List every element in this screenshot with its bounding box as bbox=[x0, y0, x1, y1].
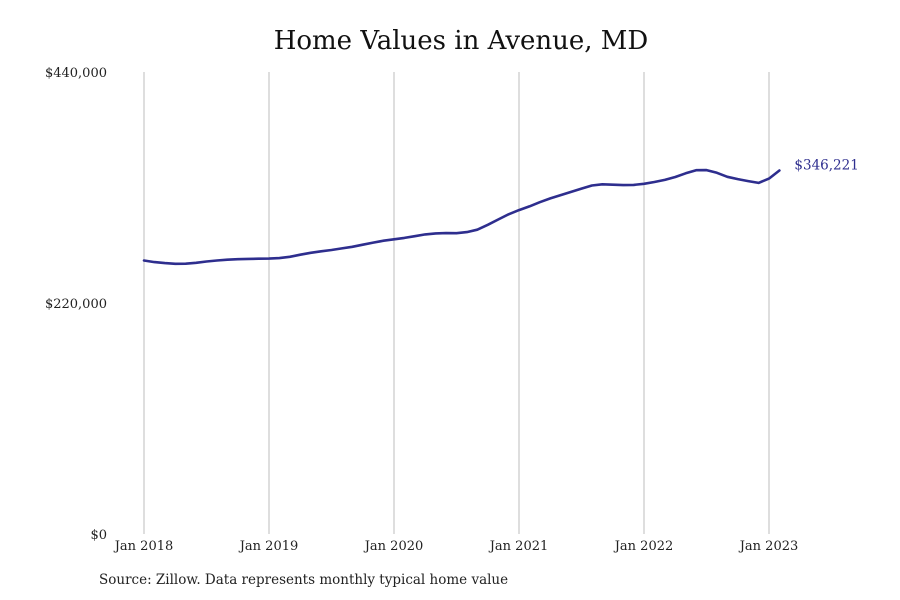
y-tick-label: $440,000 bbox=[45, 66, 107, 81]
x-tick-label: Jan 2021 bbox=[488, 539, 549, 554]
x-tick-label: Jan 2023 bbox=[738, 539, 799, 554]
source-note: Source: Zillow. Data represents monthly … bbox=[99, 572, 509, 588]
x-tick-label: Jan 2022 bbox=[613, 539, 674, 554]
x-tick-label: Jan 2020 bbox=[363, 539, 424, 554]
chart-title: Home Values in Avenue, MD bbox=[273, 26, 649, 56]
x-tick-label: Jan 2019 bbox=[238, 539, 299, 554]
series-line bbox=[142, 168, 781, 266]
series-group: $346,221 bbox=[142, 157, 859, 266]
y-tick-label: $220,000 bbox=[45, 297, 107, 312]
end-value-label: $346,221 bbox=[794, 157, 858, 173]
grid-lines bbox=[143, 72, 770, 534]
x-tick-label: Jan 2018 bbox=[113, 539, 174, 554]
y-axis-ticks: $0 $220,000 $440,000 bbox=[45, 66, 107, 543]
y-tick-label: $0 bbox=[90, 528, 107, 543]
x-axis-ticks: Jan 2018 Jan 2019 Jan 2020 Jan 2021 Jan 2022… bbox=[113, 539, 799, 554]
